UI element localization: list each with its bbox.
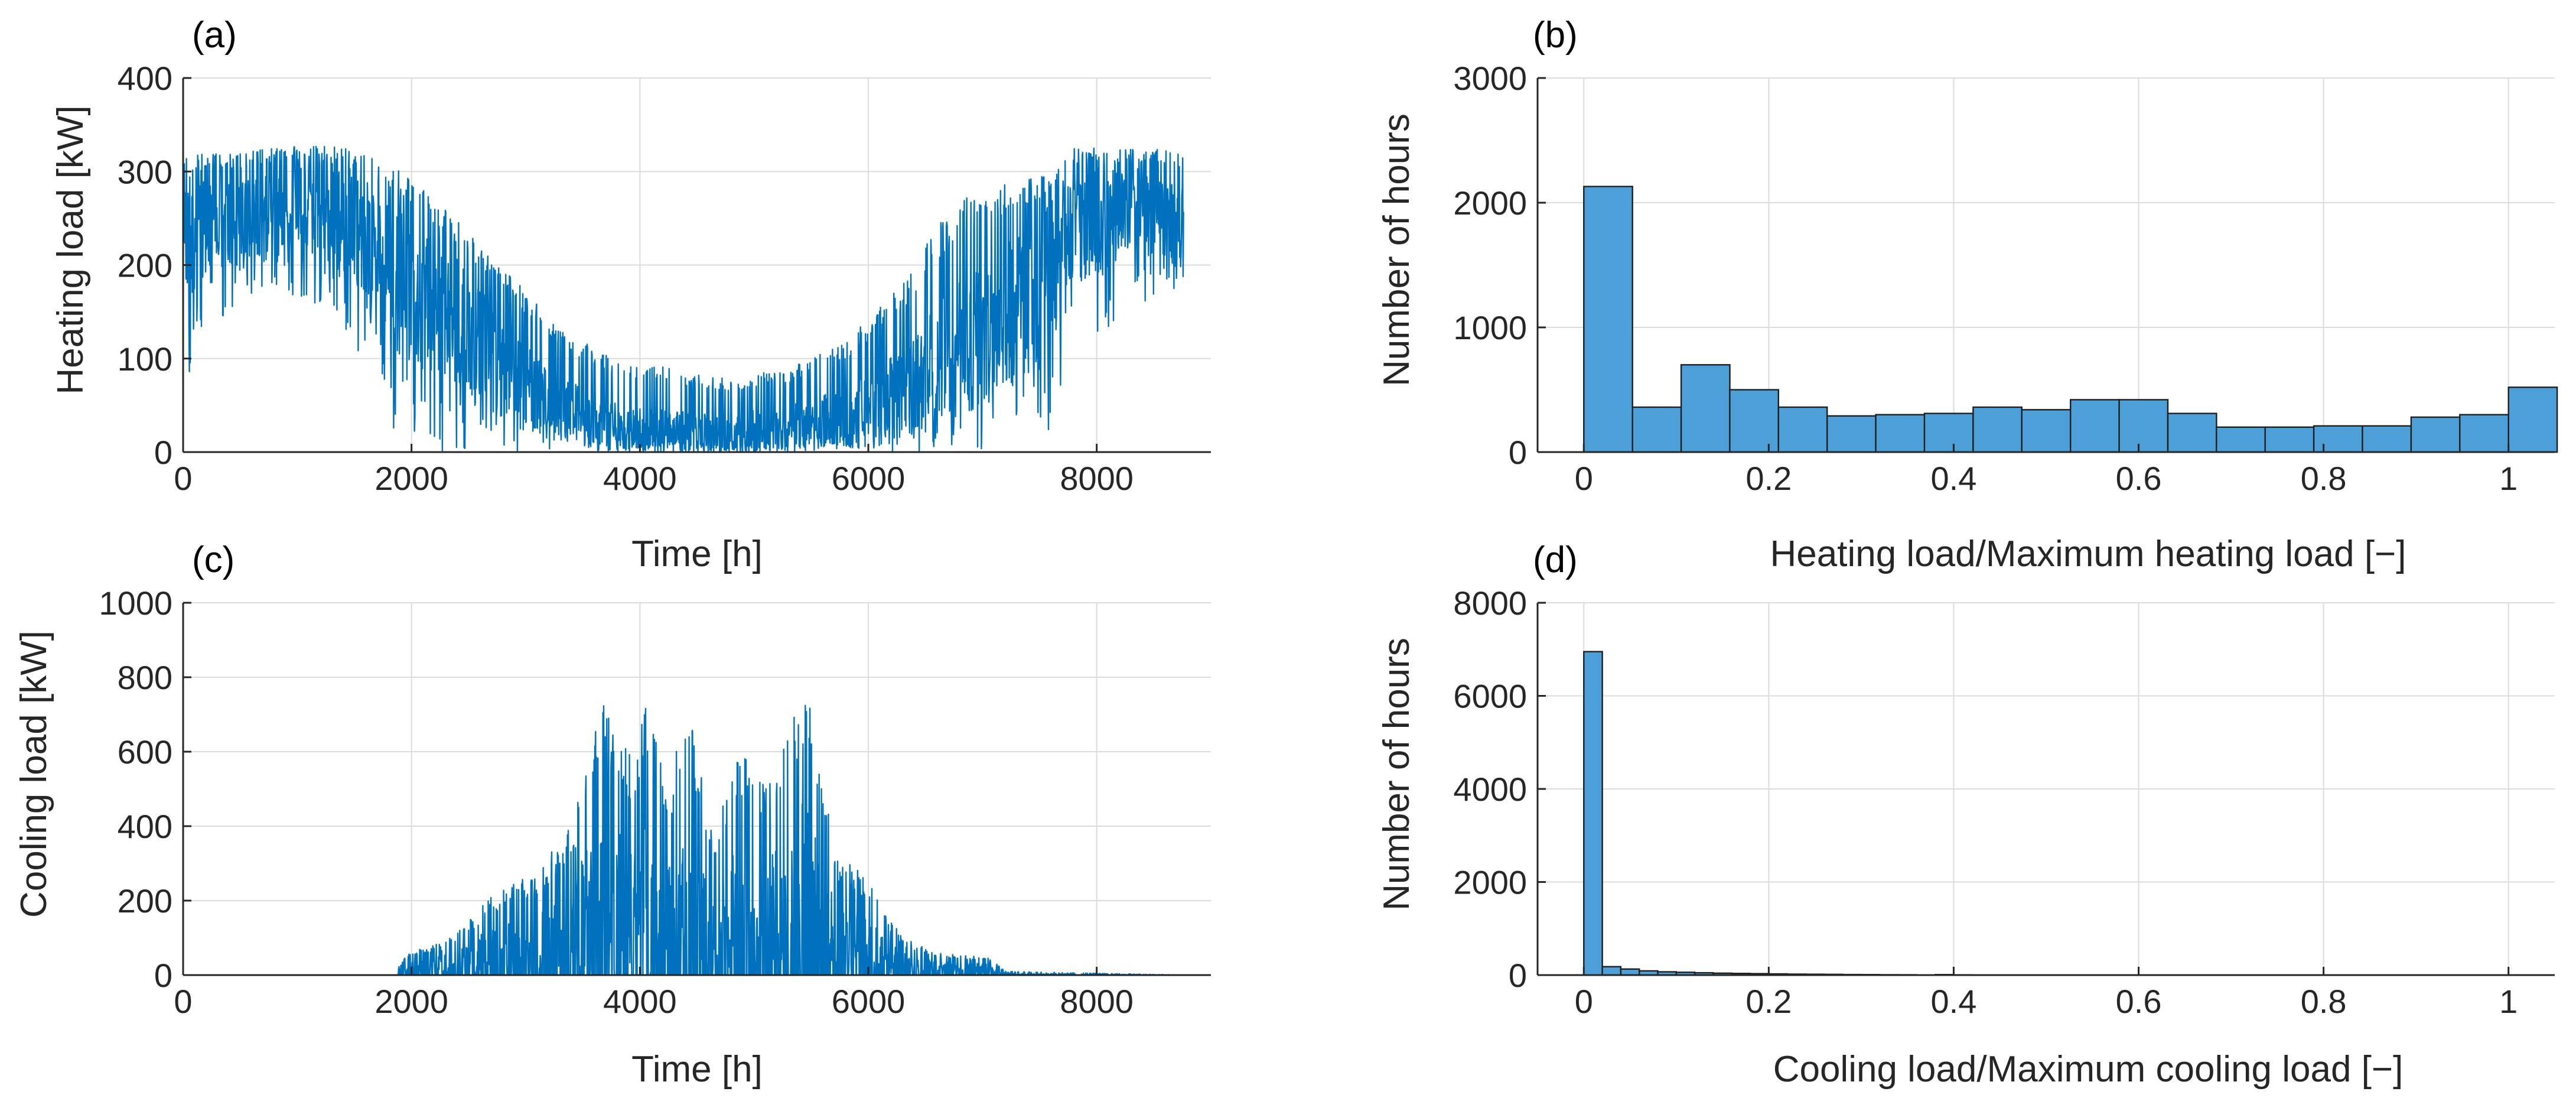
y-tick-label: 4000 bbox=[1453, 771, 1527, 808]
heating-load-series-line bbox=[182, 145, 1184, 453]
histogram-bar bbox=[1620, 968, 1640, 976]
panel-a-heating-load-time-series: 0 2000 4000 6000 8000 0 100 200 300 400 (a) Time … bbox=[50, 15, 1211, 574]
y-tick-label: 300 bbox=[118, 153, 172, 190]
y-tick-label: 1000 bbox=[99, 584, 172, 622]
y-tick-label: 2000 bbox=[1453, 184, 1527, 222]
panel-b-y-axis-label: Number of hours bbox=[1376, 113, 1417, 386]
histogram-bar bbox=[1583, 186, 1633, 453]
panel-c-label: (c) bbox=[192, 540, 235, 580]
histogram-bar bbox=[1923, 412, 1974, 453]
histogram-bar bbox=[1777, 406, 1828, 453]
histogram-bar bbox=[1601, 966, 1622, 976]
panel-b-label: (b) bbox=[1533, 15, 1578, 56]
y-tick-label: 0 bbox=[154, 957, 172, 994]
panel-a-label: (a) bbox=[192, 15, 237, 56]
x-tick-label: 1 bbox=[2499, 983, 2518, 1020]
y-tick-label: 600 bbox=[118, 733, 172, 771]
histogram-bar bbox=[2118, 399, 2169, 453]
cooling-load-series-line bbox=[183, 704, 1184, 976]
x-tick-label: 0 bbox=[1575, 983, 1593, 1020]
histogram-bar bbox=[2069, 399, 2120, 453]
panel-a-y-axis-label: Heating load [kW] bbox=[50, 105, 91, 394]
y-tick-label: 200 bbox=[118, 247, 172, 284]
x-tick-label: 6000 bbox=[832, 983, 906, 1020]
histogram-bar bbox=[1972, 406, 2023, 453]
histogram-bar bbox=[1631, 406, 1682, 453]
y-tick-label: 2000 bbox=[1453, 864, 1527, 901]
y-tick-label: 6000 bbox=[1453, 678, 1527, 715]
panel-c-y-axis-label: Cooling load [kW] bbox=[14, 631, 54, 918]
x-tick-label: 0.4 bbox=[1931, 460, 1977, 497]
histogram-bar bbox=[1875, 414, 1926, 453]
histogram-bar bbox=[2507, 386, 2558, 453]
histogram-bar bbox=[2021, 409, 2072, 453]
histogram-bar bbox=[1583, 651, 1603, 976]
x-tick-label: 0 bbox=[1575, 460, 1593, 497]
x-tick-label: 4000 bbox=[603, 983, 677, 1020]
x-tick-label: 0 bbox=[174, 983, 192, 1020]
y-tick-label: 200 bbox=[118, 882, 172, 920]
histogram-bar bbox=[2313, 425, 2363, 453]
x-tick-label: 0.6 bbox=[2116, 460, 2162, 497]
x-tick-label: 0.2 bbox=[1745, 460, 1792, 497]
histogram-bar bbox=[2216, 426, 2266, 453]
histogram-bar bbox=[1826, 415, 1877, 453]
panel-c-x-axis-label: Time [h] bbox=[631, 1049, 763, 1090]
x-tick-label: 8000 bbox=[1060, 983, 1134, 1020]
x-tick-label: 0.4 bbox=[1931, 983, 1977, 1020]
y-tick-label: 800 bbox=[118, 659, 172, 696]
panel-a-x-axis-label: Time [h] bbox=[631, 534, 763, 574]
histogram-bar bbox=[2459, 414, 2509, 453]
histogram-bar bbox=[2362, 425, 2412, 453]
histogram-bar bbox=[1729, 389, 1779, 453]
panel-d-label: (d) bbox=[1533, 540, 1578, 580]
histogram-bar bbox=[2264, 426, 2315, 453]
y-tick-label: 8000 bbox=[1453, 584, 1527, 622]
x-tick-label: 4000 bbox=[603, 460, 677, 497]
y-tick-label: 400 bbox=[118, 808, 172, 845]
x-tick-label: 2000 bbox=[374, 460, 448, 497]
x-tick-label: 0.8 bbox=[2301, 460, 2347, 497]
x-tick-label: 6000 bbox=[832, 460, 906, 497]
y-tick-label: 1000 bbox=[1453, 309, 1527, 346]
x-tick-label: 8000 bbox=[1060, 460, 1134, 497]
panel-d-cooling-load-histogram: 0 0.2 0.4 0.6 0.8 1 0 2000 4000 6000 8000 (d) Cool… bbox=[1376, 540, 2555, 1090]
x-tick-label: 0.8 bbox=[2301, 983, 2347, 1020]
histogram-bar bbox=[2167, 412, 2217, 453]
panel-c-cooling-load-time-series: 0 2000 4000 6000 8000 0 200 400 600 800 1000 (c) T… bbox=[14, 540, 1211, 1090]
x-tick-label: 0.6 bbox=[2116, 983, 2162, 1020]
panel-b-x-axis-label: Heating load/Maximum heating load [−] bbox=[1770, 534, 2406, 574]
x-tick-label: 0.2 bbox=[1745, 983, 1792, 1020]
y-tick-label: 400 bbox=[118, 60, 172, 97]
x-tick-label: 2000 bbox=[374, 983, 448, 1020]
panel-d-x-axis-label: Cooling load/Maximum cooling load [−] bbox=[1773, 1049, 2404, 1090]
y-tick-label: 0 bbox=[1509, 957, 1527, 994]
y-tick-label: 0 bbox=[1509, 434, 1527, 471]
histogram-bar bbox=[1680, 364, 1731, 453]
histogram-bar bbox=[2410, 416, 2461, 453]
y-tick-label: 0 bbox=[154, 434, 172, 471]
panel-d-y-axis-label: Number of hours bbox=[1376, 638, 1417, 911]
y-tick-label: 3000 bbox=[1453, 60, 1527, 97]
x-tick-label: 1 bbox=[2499, 460, 2518, 497]
y-tick-label: 100 bbox=[118, 340, 172, 378]
x-tick-label: 0 bbox=[174, 460, 192, 497]
panel-b-heating-load-histogram: 0 0.2 0.4 0.6 0.8 1 0 1000 2000 3000 (b) Heating … bbox=[1376, 15, 2558, 574]
